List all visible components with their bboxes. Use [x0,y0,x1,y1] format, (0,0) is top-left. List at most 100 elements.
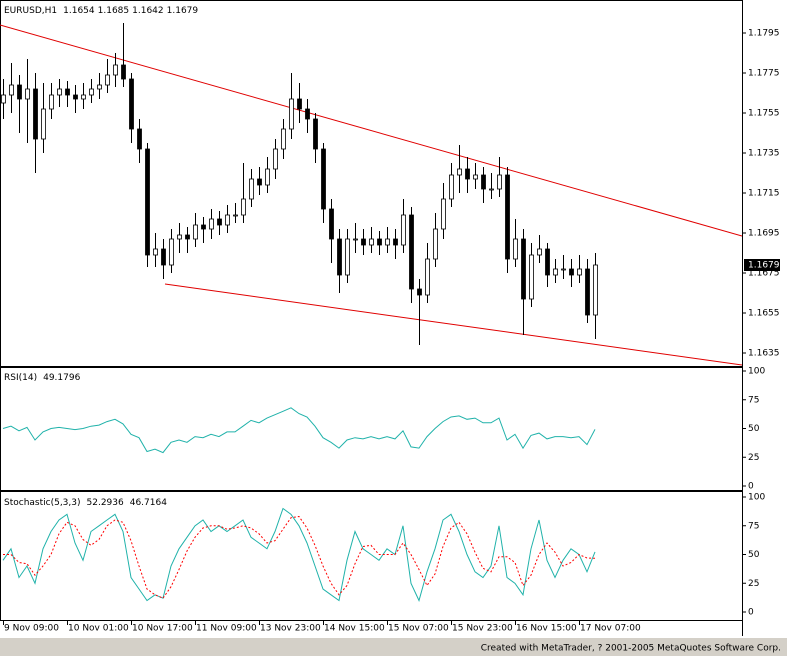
y-tick-label: 1.1795 [748,29,780,39]
y-tick-label: 50 [748,424,760,434]
x-tick-label: 14 Nov 15:00 [324,624,385,634]
x-tick-label: 10 Nov 01:00 [68,624,129,634]
trend-line-lower [164,283,742,366]
candle-body [297,98,302,110]
candle-body [281,128,286,150]
candle-body [209,218,214,230]
stochastic-signal: 46.7164 [130,498,167,508]
candle-body [73,94,78,100]
candle-body [425,258,430,296]
candle-body [225,214,230,226]
candle-body [257,178,262,186]
candle-body [457,168,462,176]
candle-body [377,238,382,246]
candle-body [449,174,454,200]
y-tick-label: 1.1695 [748,229,780,239]
y-tick-label: 1.1675 [748,269,780,279]
candle-body [89,88,94,96]
candle-body [497,174,502,190]
close: 1.1679 [167,6,199,16]
x-tick-label: 17 Nov 07:00 [580,624,641,634]
candle-body [529,254,534,300]
candle-body [505,174,510,260]
indicator-line [3,515,596,599]
candle-body [217,218,222,226]
y-tick-label: 0 [748,482,754,492]
candle-body [233,214,238,217]
y-tick-label: 1.1715 [748,189,780,199]
candle-body [265,168,270,186]
candle-body [481,174,486,190]
rsi-name: RSI(14) [4,373,37,383]
y-tick-label: 1.1755 [748,109,780,119]
y-tick-label: 1.1735 [748,149,780,159]
candle-body [289,98,294,130]
x-tick-label: 15 Nov 23:00 [452,624,513,634]
candle-body [65,88,70,96]
candle-body [97,84,102,90]
candle-body [105,74,110,86]
candle-body [561,268,566,271]
candle-body [57,88,62,96]
candle-body [137,128,142,150]
candle-body [33,88,38,140]
candle-body [305,108,310,120]
y-tick-label: 75 [748,521,759,531]
candle-body [161,248,166,266]
candle-body [177,234,182,240]
x-tick-label: 11 Nov 09:00 [196,624,257,634]
y-tick-label: 0 [748,608,754,618]
y-tick-label: 50 [748,550,760,560]
candle-body [393,238,398,246]
candle-body [553,268,558,276]
candle-body [273,148,278,170]
candle-body [337,238,342,276]
candle-body [577,268,582,276]
candle-body [409,214,414,290]
rsi-title: RSI(14) 49.1796 [4,373,81,383]
symbol: EURUSD,H1 [4,6,57,16]
indicator-line [2,407,596,454]
candle-body [345,238,350,276]
candle-body [313,118,318,150]
candle-body [593,264,598,316]
status-bar [0,638,787,656]
candle-body [545,248,550,276]
x-tick-label: 16 Nov 15:00 [516,624,577,634]
candle-body [113,64,118,76]
stochastic-name: Stochastic(5,3,3) [4,498,81,508]
candle-body [489,188,494,191]
candle-body [401,214,406,246]
stochastic-main: 52.2936 [87,498,124,508]
stochastic-title: Stochastic(5,3,3) 52.2936 46.7164 [4,498,167,508]
candle-body [321,148,326,210]
last-price-box [744,259,780,271]
y-tick-label: 100 [748,367,765,377]
x-tick-label: 9 Nov 09:00 [4,624,59,634]
low: 1.1642 [132,6,164,16]
candle-body [49,94,54,110]
y-tick-label: 25 [748,453,759,463]
candle-body [121,64,126,80]
y-tick-label: 25 [748,579,759,589]
candle-body [537,248,542,256]
candle-body [433,228,438,260]
candle-body [417,288,422,296]
high: 1.1685 [98,6,130,16]
candle-body [201,224,206,230]
x-tick-label: 15 Nov 07:00 [388,624,449,634]
candle-body [385,238,390,246]
candle-body [169,238,174,266]
candle-body [569,268,574,276]
candle-body [361,238,366,246]
candle-body [329,208,334,240]
candle-body [465,168,470,180]
y-tick-label: 75 [748,395,759,405]
candle-body [585,268,590,316]
x-tick-label: 13 Nov 23:00 [260,624,321,634]
indicator-line [2,507,596,602]
y-tick-label: 1.1775 [748,69,780,79]
candle-body [129,78,134,130]
candle-body [1,94,6,104]
